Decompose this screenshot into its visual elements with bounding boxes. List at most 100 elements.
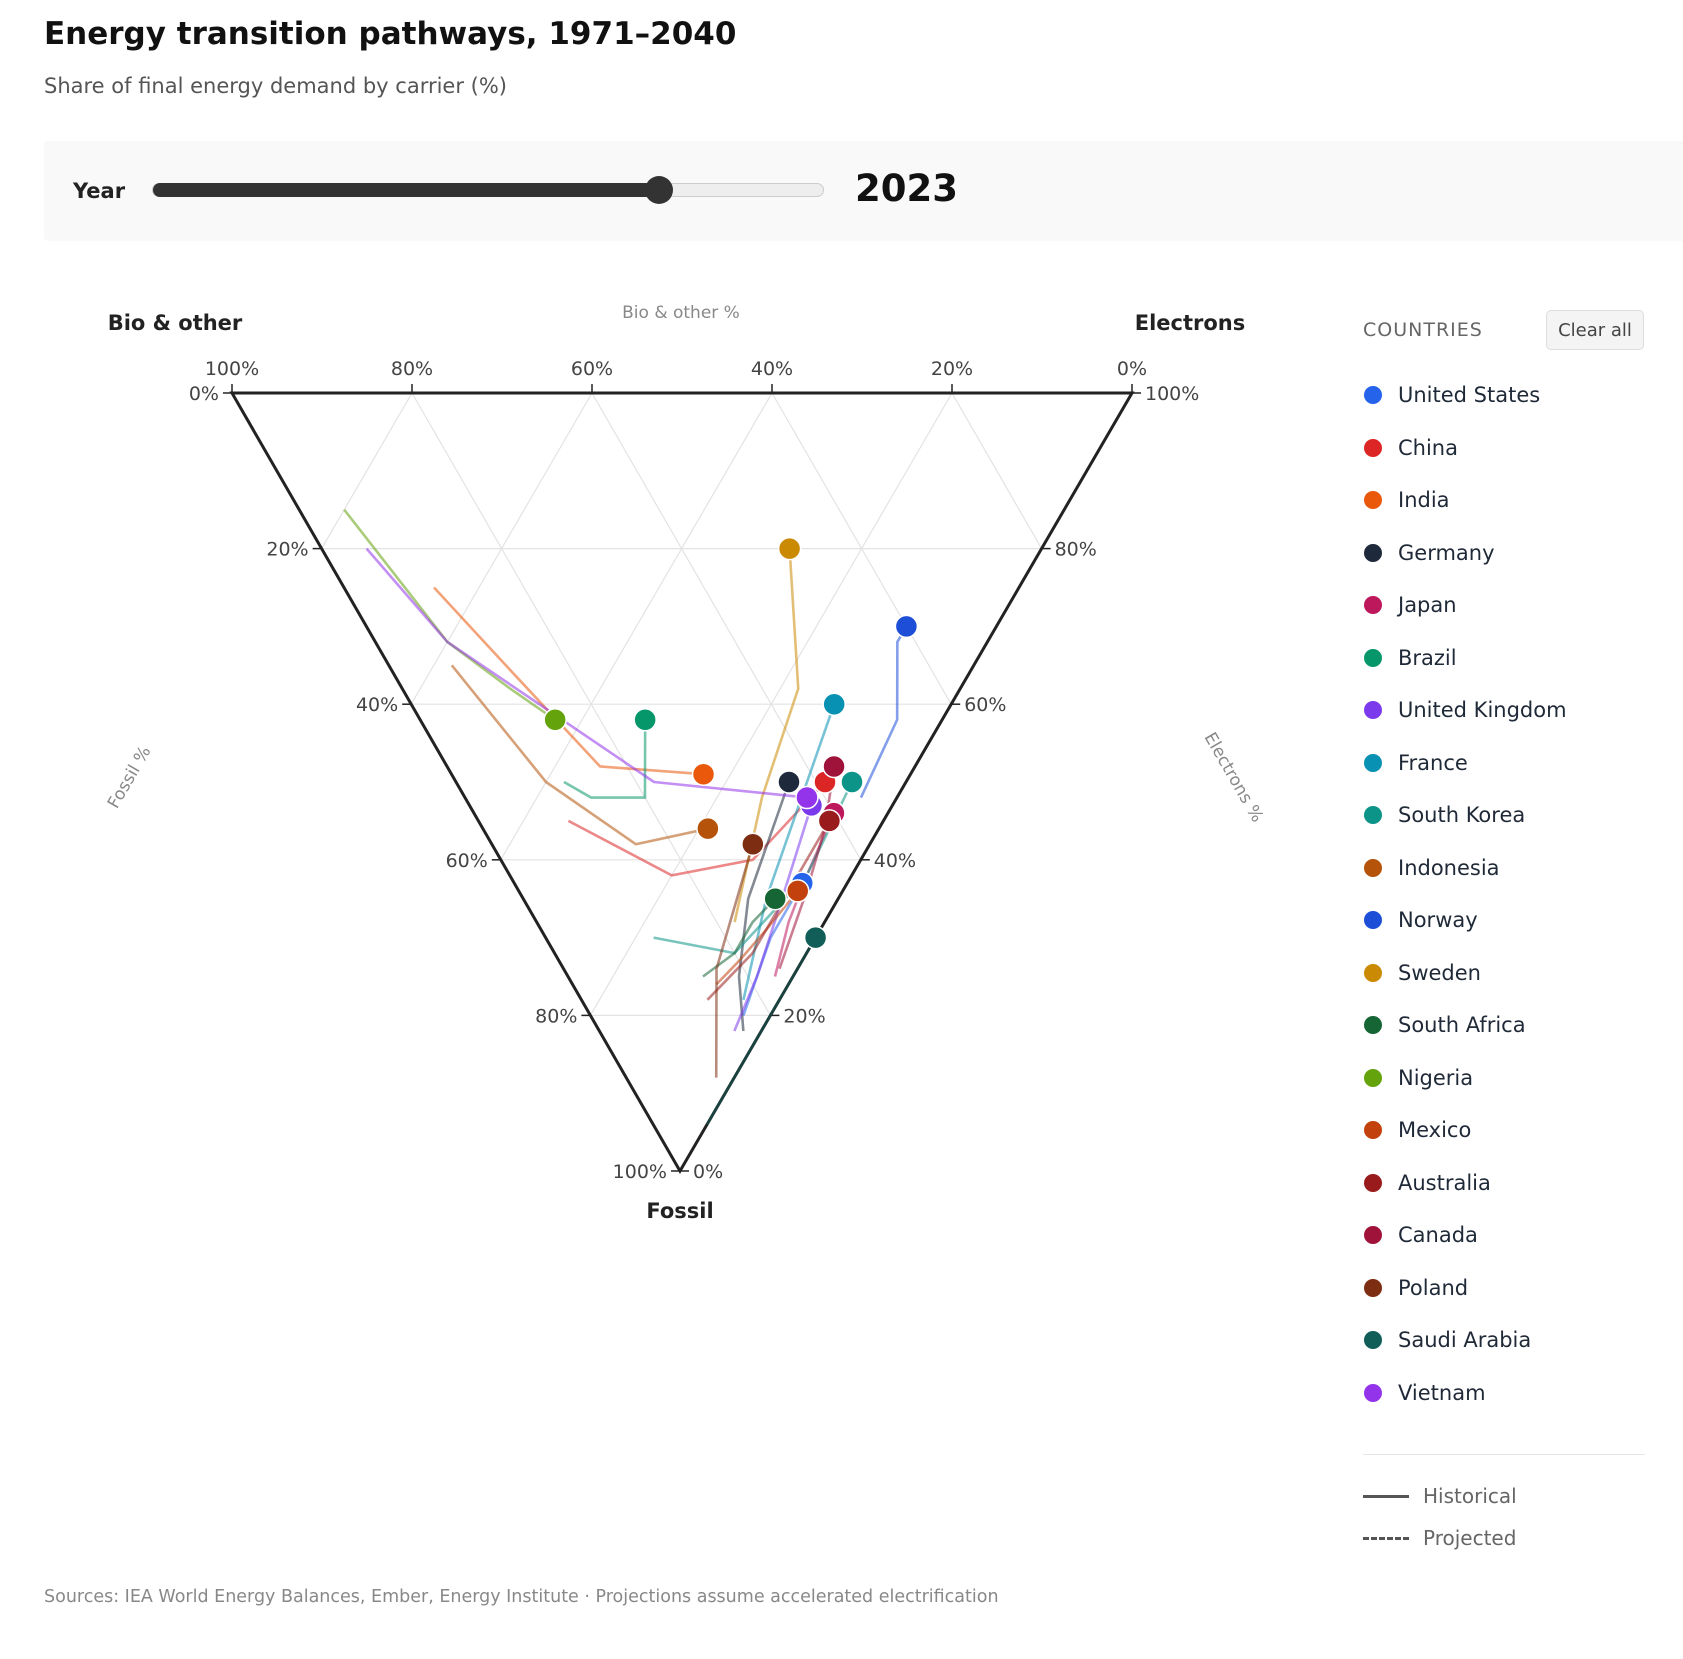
sources-note: Sources: IEA World Energy Balances, Embe…: [44, 1587, 999, 1607]
country-marker[interactable]: [822, 692, 846, 716]
legend-title: COUNTRIES: [1363, 319, 1483, 341]
tick-label-bio: 80%: [391, 358, 433, 380]
historical-label: Historical: [1423, 1484, 1517, 1508]
legend-item[interactable]: Saudi Arabia: [1363, 1322, 1531, 1358]
country-marker[interactable]: [817, 809, 842, 833]
legend-item[interactable]: Norway: [1363, 902, 1478, 938]
country-marker[interactable]: [696, 816, 720, 841]
legend-item[interactable]: Indonesia: [1363, 850, 1500, 886]
country-marker[interactable]: [803, 925, 828, 950]
dashed-line-swatch: [1363, 1536, 1409, 1540]
country-marker[interactable]: [840, 770, 864, 794]
legend-color-dot: [1364, 438, 1382, 457]
trajectory-line: [365, 547, 808, 799]
legend-color-dot: [1364, 386, 1382, 404]
page-subtitle: Share of final energy demand by carrier …: [44, 74, 507, 98]
country-marker[interactable]: [633, 708, 657, 732]
legend-label: Brazil: [1398, 645, 1457, 670]
trajectory-line: [733, 804, 813, 1032]
legend-color-dot: [1364, 596, 1382, 614]
legend-label: Australia: [1398, 1170, 1491, 1195]
legend-label: Germany: [1398, 540, 1495, 565]
triangle-frame: [229, 391, 1135, 1174]
legend-color-dot: [1364, 858, 1382, 877]
trajectory-line: [563, 719, 647, 799]
legend-label: South Africa: [1398, 1013, 1526, 1037]
country-marker[interactable]: [822, 754, 846, 779]
legend-color-dot: [1364, 1383, 1382, 1402]
legend-label: United States: [1398, 383, 1541, 407]
country-marker[interactable]: [777, 536, 802, 561]
legend-label: China: [1398, 435, 1458, 460]
legend-color-dot: [1364, 1173, 1382, 1192]
legend-label: Canada: [1398, 1223, 1478, 1247]
country-marker[interactable]: [894, 614, 919, 639]
axis-title-fossil: Fossil %: [104, 743, 155, 812]
trajectory-line: [567, 781, 826, 877]
legend-item[interactable]: United Kingdom: [1363, 692, 1567, 728]
legend-item[interactable]: France: [1363, 745, 1468, 781]
trajectory-line: [715, 890, 799, 986]
legend-item[interactable]: Australia: [1363, 1165, 1491, 1201]
corner-label-fossil: Fossil: [646, 1199, 713, 1223]
legend-item[interactable]: South Korea: [1363, 797, 1525, 833]
clear-all-button[interactable]: Clear all: [1546, 310, 1644, 350]
country-marker[interactable]: [795, 785, 819, 810]
tick-label-bio: 60%: [571, 358, 613, 380]
solid-line-swatch: [1363, 1494, 1409, 1498]
gridline-electrons: [771, 392, 952, 705]
legend-item[interactable]: Nigeria: [1363, 1060, 1473, 1096]
legend-label: Poland: [1398, 1275, 1469, 1300]
legend-label: France: [1398, 750, 1468, 775]
country-marker[interactable]: [691, 762, 716, 786]
legend-color-dot: [1364, 1068, 1382, 1087]
corner-label-electrons: Electrons: [1135, 311, 1246, 335]
year-label: Year: [73, 179, 126, 203]
legend-item[interactable]: United States: [1363, 377, 1540, 413]
legend-item[interactable]: Brazil: [1363, 640, 1457, 676]
gridline-electrons: [951, 392, 1043, 549]
legend-label: Norway: [1398, 908, 1478, 932]
legend-item[interactable]: Mexico: [1363, 1112, 1471, 1148]
trajectory-line: [433, 586, 704, 776]
tick-label-fossil: 40%: [356, 694, 398, 716]
legend-label: Nigeria: [1398, 1065, 1474, 1090]
legend-item[interactable]: Sweden: [1363, 955, 1481, 991]
tick-label-bio: 0%: [1117, 358, 1147, 380]
legend-color-dot: [1364, 753, 1382, 772]
country-marker[interactable]: [785, 879, 810, 903]
trajectory-line: [343, 508, 556, 721]
year-slider-fill: [153, 183, 660, 197]
tick-label-fossil: 0%: [189, 383, 219, 405]
tick-label-fossil: 60%: [446, 850, 488, 872]
tick-label-electrons: 100%: [1145, 383, 1199, 405]
tick-label-electrons: 80%: [1055, 539, 1097, 561]
year-slider[interactable]: [152, 176, 824, 204]
country-marker[interactable]: [741, 832, 765, 856]
projected-key: Projected: [1363, 1526, 1516, 1550]
legend-item[interactable]: China: [1363, 430, 1458, 466]
trajectory-line: [450, 664, 709, 846]
country-marker[interactable]: [763, 886, 787, 911]
legend-item[interactable]: Canada: [1363, 1217, 1478, 1253]
legend-item[interactable]: India: [1363, 482, 1450, 518]
legend-color-dot: [1364, 701, 1382, 719]
year-slider-thumb[interactable]: [645, 176, 674, 204]
trajectory-line: [705, 936, 817, 1125]
trajectory-line: [859, 625, 908, 799]
legend-label: Mexico: [1398, 1118, 1472, 1142]
country-marker[interactable]: [543, 708, 567, 732]
legend-color-dot: [1364, 648, 1382, 667]
legend-color-dot: [1364, 543, 1382, 562]
tick-label-fossil: 100%: [613, 1161, 667, 1183]
axis-title-electrons: Electrons %: [1200, 729, 1267, 826]
legend-color-dot: [1364, 963, 1382, 982]
country-marker[interactable]: [777, 770, 801, 794]
legend-item[interactable]: Japan: [1363, 587, 1457, 623]
legend-item[interactable]: South Africa: [1363, 1007, 1526, 1043]
legend-item[interactable]: Vietnam: [1363, 1375, 1486, 1411]
tick-label-fossil: 20%: [266, 539, 308, 561]
legend-item[interactable]: Poland: [1363, 1270, 1468, 1306]
legend-item[interactable]: Germany: [1363, 535, 1495, 571]
tick-label-bio: 100%: [205, 358, 259, 380]
